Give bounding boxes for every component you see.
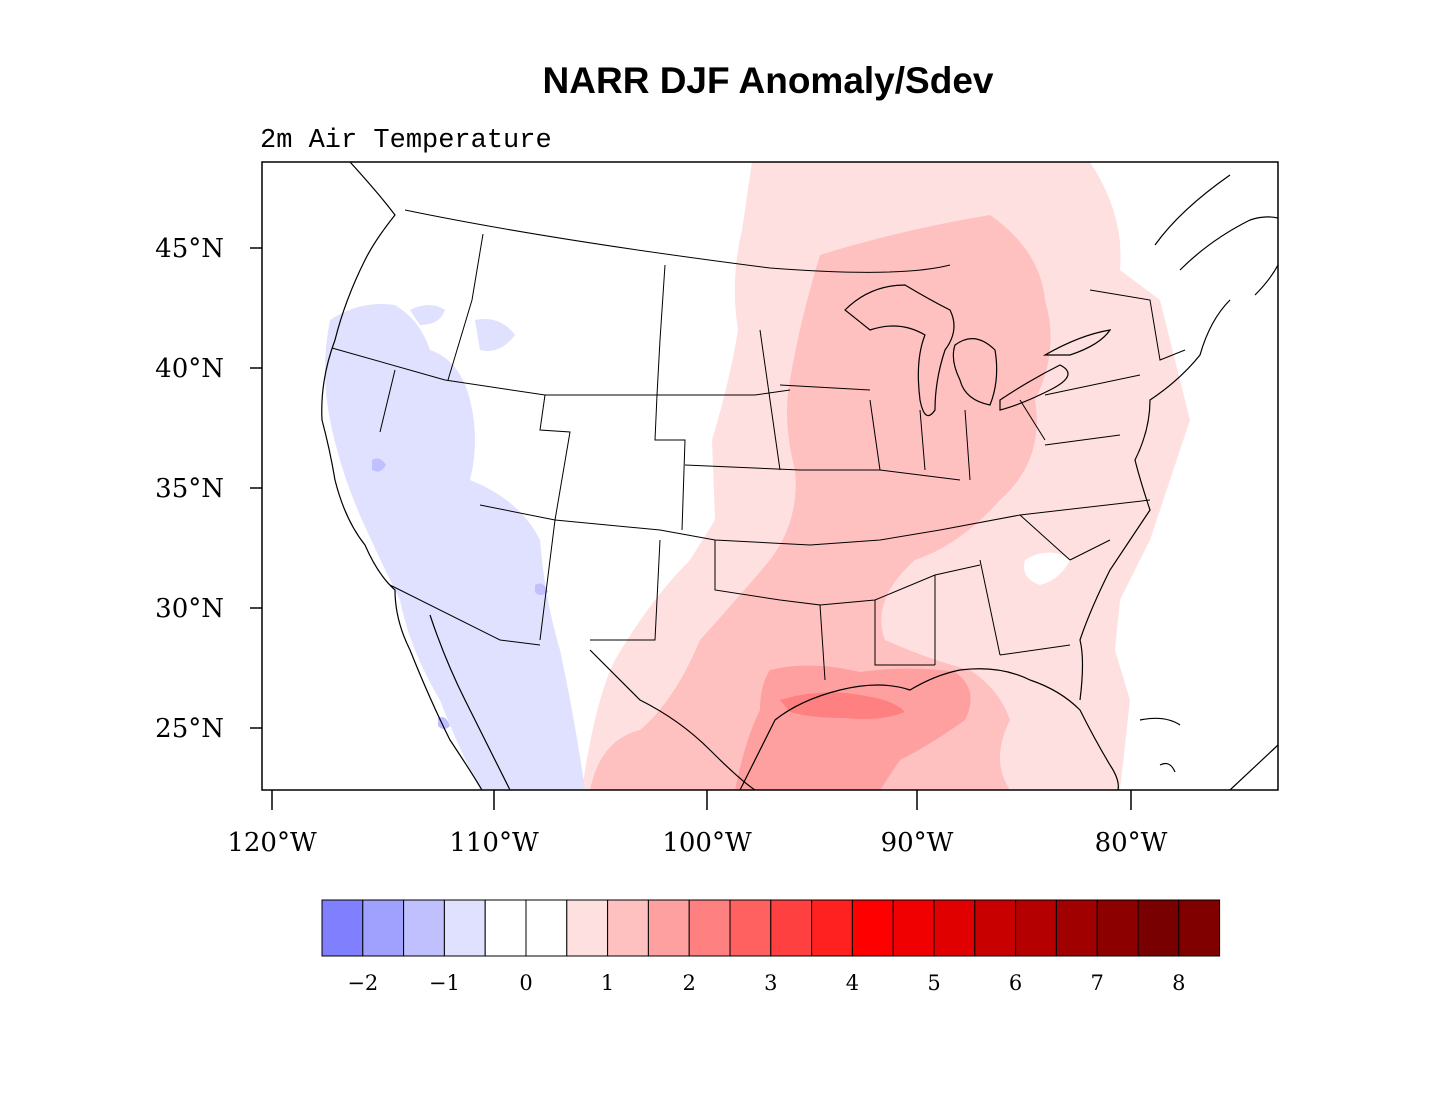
colorbar-box xyxy=(974,899,1017,957)
colorbar-box xyxy=(688,899,731,957)
colorbar-box xyxy=(403,899,445,957)
lon-tick-label: 100°W xyxy=(662,828,752,858)
colorbar: −2 −1 0 1 2 3 4 5 6 7 8 xyxy=(321,899,1221,995)
anomaly-lightblue-patches xyxy=(410,305,515,351)
colorbar-label: 8 xyxy=(1172,971,1185,995)
lat-tick-label: 30°N xyxy=(155,594,224,624)
map-panel: 45°N 40°N 35°N 30°N 25°N 120°W 110°W 100… xyxy=(155,161,1279,858)
colorbar-box xyxy=(525,899,568,957)
coastlines xyxy=(321,162,1278,790)
colorbar-box xyxy=(1015,899,1057,957)
colorbar-box xyxy=(566,899,609,957)
colorbar-label: 2 xyxy=(683,971,696,995)
lat-tick-label: 25°N xyxy=(155,714,224,744)
lon-tick-label: 120°W xyxy=(227,828,317,858)
figure-subtitle: 2m Air Temperature xyxy=(260,126,552,156)
colorbar-box xyxy=(647,899,690,957)
map-frame xyxy=(261,161,1279,791)
anomaly-lightblue-region xyxy=(325,304,585,790)
colorbar-box xyxy=(933,899,976,957)
colorbar-box xyxy=(443,899,486,957)
colorbar-label: −2 xyxy=(347,971,378,995)
lat-axis: 45°N 40°N 35°N 30°N 25°N xyxy=(155,234,262,744)
colorbar-box xyxy=(811,899,853,957)
colorbar-box xyxy=(484,899,527,957)
colorbar-box xyxy=(851,899,894,957)
lat-tick-label: 40°N xyxy=(155,354,224,384)
state-boundaries xyxy=(331,209,1186,681)
colorbar-box xyxy=(1055,899,1098,957)
lat-tick-label: 35°N xyxy=(155,474,224,504)
colorbar-label: 6 xyxy=(1009,971,1022,995)
colorbar-box xyxy=(729,899,772,957)
colorbar-box xyxy=(1096,899,1139,957)
lon-tick-label: 90°W xyxy=(881,828,954,858)
colorbar-label: 1 xyxy=(601,971,614,995)
colorbar-box xyxy=(770,899,813,957)
colorbar-label: 3 xyxy=(764,971,777,995)
figure-title: NARR DJF Anomaly/Sdev xyxy=(543,60,994,101)
colorbar-box xyxy=(1137,899,1180,957)
lon-tick-label: 80°W xyxy=(1095,828,1168,858)
colorbar-label: 4 xyxy=(846,971,859,995)
colorbar-label: 5 xyxy=(927,971,940,995)
anomaly-field xyxy=(325,162,1190,790)
anomaly-lightred-region xyxy=(590,215,1051,790)
colorbar-box xyxy=(362,899,405,957)
colorbar-label: −1 xyxy=(429,971,460,995)
colorbar-box xyxy=(607,899,649,957)
anomaly-neutral-pocket xyxy=(1024,552,1070,585)
lat-tick-label: 45°N xyxy=(155,234,224,264)
lon-tick-label: 110°W xyxy=(449,828,539,858)
colorbar-box xyxy=(892,899,935,957)
lon-axis: 120°W 110°W 100°W 90°W 80°W xyxy=(227,790,1168,858)
colorbar-box xyxy=(321,899,364,957)
colorbar-label: 0 xyxy=(519,971,532,995)
colorbar-label: 7 xyxy=(1091,971,1104,995)
colorbar-box xyxy=(1178,899,1221,957)
